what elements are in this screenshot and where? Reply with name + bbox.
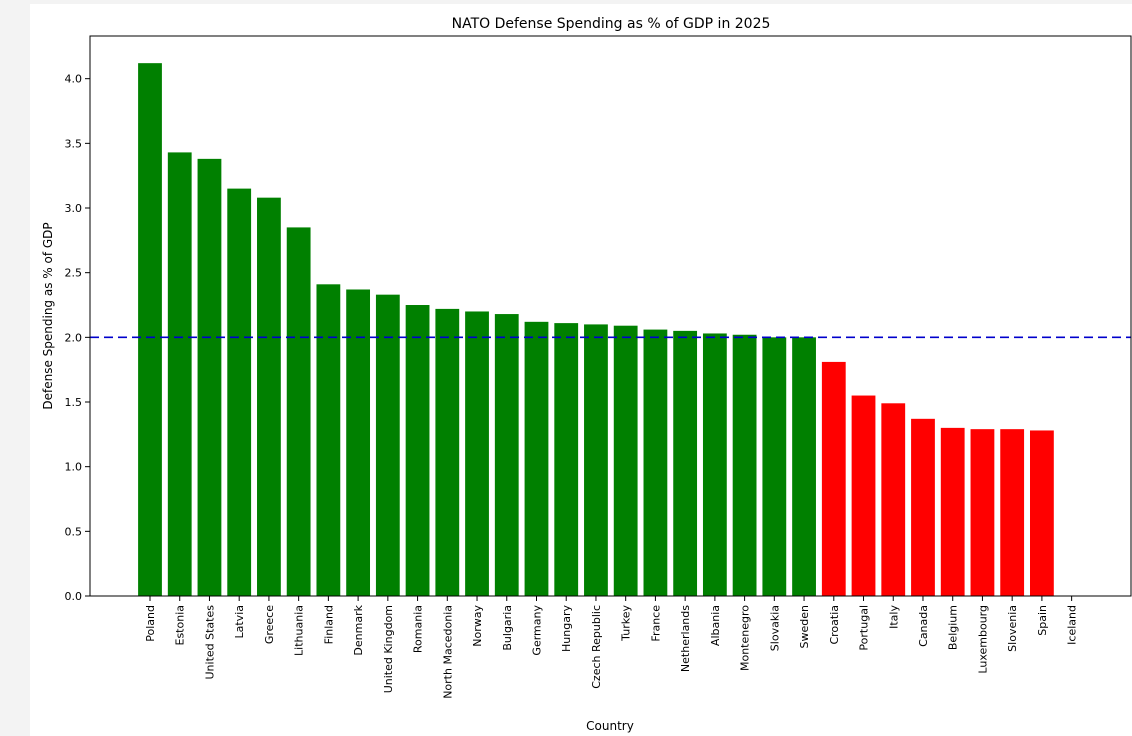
- bar-latvia: [227, 188, 252, 597]
- bars-layer: [138, 63, 1054, 597]
- x-tick-label: Slovenia: [1006, 605, 1019, 652]
- x-tick-label: Latvia: [233, 605, 246, 639]
- y-tick-label: 0.0: [65, 590, 83, 603]
- x-tick-label: Turkey: [620, 605, 633, 642]
- x-tick-label: Montenegro: [739, 605, 752, 671]
- x-tick-label: Greece: [263, 605, 276, 644]
- x-tick-label: France: [649, 605, 662, 642]
- x-tick-label: Netherlands: [679, 605, 692, 672]
- x-tick-label: Czech Republic: [590, 605, 603, 689]
- y-tick-label: 3.5: [65, 137, 83, 150]
- x-tick-label: North Macedonia: [441, 605, 454, 699]
- bar-montenegro: [732, 334, 757, 596]
- x-tick-label: Sweden: [798, 605, 811, 648]
- bar-finland: [316, 284, 341, 596]
- y-axis-label: Defense Spending as % of GDP: [41, 222, 55, 409]
- x-tick-label: Finland: [322, 605, 335, 644]
- x-tick-label: Albania: [709, 605, 722, 646]
- bar-luxembourg: [970, 429, 995, 596]
- x-tick-label: Germany: [530, 605, 543, 656]
- bar-albania: [702, 333, 727, 596]
- x-axis-label: Country: [586, 719, 634, 733]
- x-tick-label: Canada: [917, 605, 930, 647]
- y-tick-label: 2.0: [65, 331, 83, 344]
- x-tick-label: Slovakia: [768, 605, 781, 651]
- bar-spain: [1030, 430, 1054, 596]
- x-tick-label: Norway: [471, 605, 484, 647]
- x-tick-label: Croatia: [828, 605, 841, 645]
- left-margin-strip: [0, 0, 30, 736]
- x-tick-label: Romania: [412, 605, 425, 653]
- x-tick-label: Luxembourg: [976, 605, 989, 674]
- y-tick-label: 1.0: [65, 461, 83, 474]
- y-tick-label: 4.0: [65, 73, 83, 86]
- x-tick-label: United Kingdom: [382, 605, 395, 693]
- x-tick-label: Bulgaria: [501, 605, 514, 651]
- bar-netherlands: [673, 330, 698, 596]
- bar-sweden: [792, 337, 816, 596]
- bar-france: [643, 329, 668, 596]
- x-tick-label: Italy: [887, 605, 900, 629]
- x-tick-label: Iceland: [1066, 605, 1079, 645]
- bar-hungary: [554, 323, 579, 596]
- y-tick-label: 2.5: [65, 267, 83, 280]
- bar-norway: [465, 311, 489, 596]
- top-margin-strip: [30, 0, 1132, 4]
- x-tick-label: Estonia: [174, 605, 187, 646]
- bar-poland: [138, 63, 162, 597]
- x-tick-label: Portugal: [858, 605, 871, 651]
- x-tick-label: Spain: [1036, 605, 1049, 636]
- bar-bulgaria: [494, 314, 519, 596]
- x-tick-label: Denmark: [352, 604, 365, 655]
- x-tick-label: Lithuania: [293, 605, 306, 656]
- bar-germany: [524, 321, 549, 596]
- bar-czech-republic: [584, 324, 608, 596]
- x-tick-label: Hungary: [560, 605, 573, 652]
- bar-slovakia: [762, 337, 787, 596]
- y-axis: 0.0 0.5 1.0 1.5 2.0 2.5 3.0 3.5 4.0: [65, 73, 90, 603]
- bar-estonia: [167, 152, 192, 596]
- y-tick-label: 1.5: [65, 396, 83, 409]
- x-axis: Poland Estonia United States Latvia Greece Li…: [144, 596, 1079, 699]
- bar-greece: [257, 197, 281, 596]
- bar-canada: [911, 418, 935, 596]
- bar-italy: [881, 403, 906, 596]
- bar-denmark: [346, 289, 371, 596]
- bar-romania: [405, 305, 430, 596]
- bar-belgium: [940, 427, 965, 596]
- bar-portugal: [851, 395, 876, 596]
- y-tick-label: 0.5: [65, 525, 83, 538]
- x-tick-label: United States: [203, 605, 216, 680]
- chart-title: NATO Defense Spending as % of GDP in 202…: [452, 16, 771, 32]
- bar-slovenia: [1000, 429, 1025, 596]
- bar-united-kingdom: [375, 294, 400, 596]
- bar-lithuania: [286, 227, 311, 596]
- bar-turkey: [613, 325, 638, 596]
- bar-croatia: [821, 361, 846, 596]
- x-tick-label: Belgium: [947, 605, 960, 650]
- x-tick-label: Poland: [144, 605, 157, 642]
- bar-north-macedonia: [435, 308, 460, 596]
- bar-united-states: [197, 158, 222, 597]
- y-tick-label: 3.0: [65, 202, 83, 215]
- plot-frame: [89, 35, 1132, 597]
